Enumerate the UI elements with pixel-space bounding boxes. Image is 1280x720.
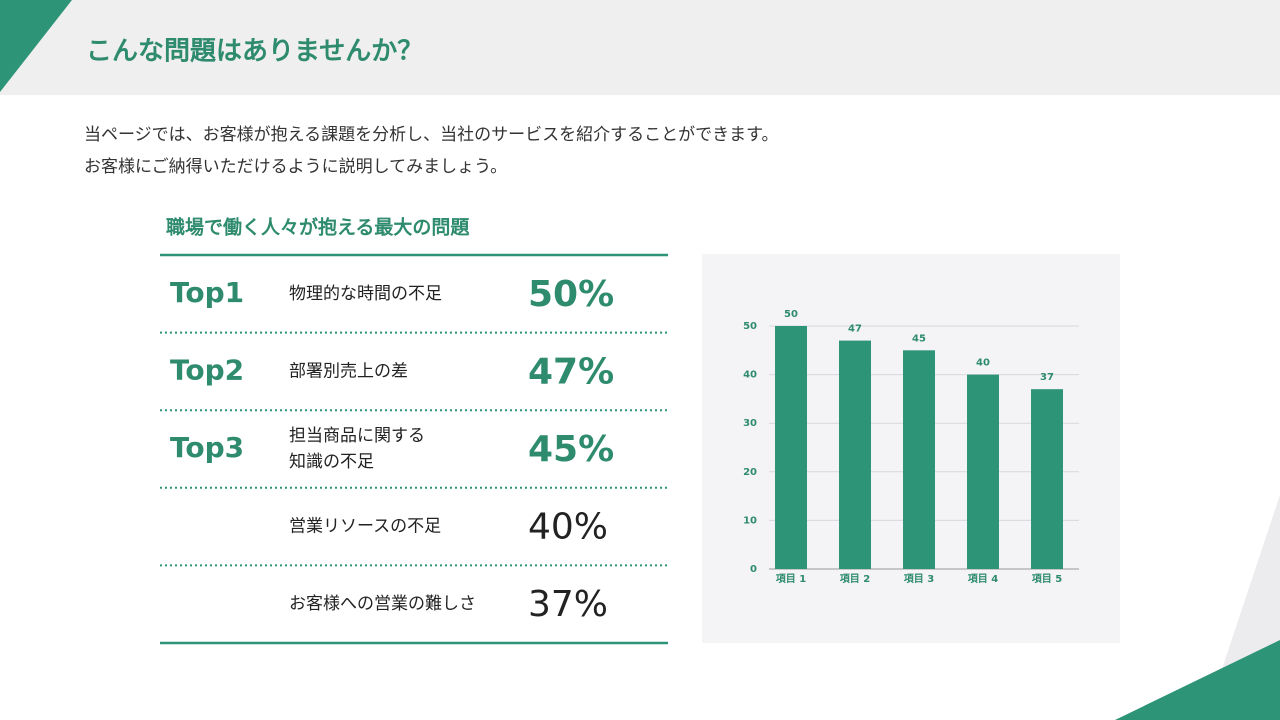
x-tick-label: 項目 3	[904, 573, 934, 585]
header-band	[0, 0, 1280, 95]
y-tick-label: 0	[750, 564, 757, 575]
value-label: 50	[784, 309, 798, 320]
bar	[1031, 389, 1063, 569]
y-tick-label: 30	[743, 418, 757, 429]
intro-text: お客様にご納得いただけるように説明してみましょう。	[84, 157, 508, 177]
y-tick-label: 40	[743, 370, 757, 381]
corner-deco	[1115, 640, 1280, 720]
table: Top1 物理的な時間の不足 50% Top2 部署別売上の差 47% Top3 担当商品に関…	[160, 253, 668, 645]
intro-text: 当ページでは、お客様が抱える課題を分析し、当社のサービスを紹介することができます…	[84, 125, 779, 145]
x-tick-label: 項目 5	[1032, 573, 1062, 585]
percent: 37%	[528, 584, 608, 625]
percent: 47%	[528, 351, 614, 392]
rank: Top2	[170, 353, 244, 386]
problem: 物理的な時間の不足	[289, 284, 442, 304]
value-label: 45	[912, 333, 926, 344]
x-tick-label: 項目 1	[776, 573, 806, 585]
value-label: 40	[976, 358, 990, 369]
percent: 45%	[528, 429, 614, 470]
chart: 0 10 20 30 40 50 項目 1 50 項目 2 47 項目 3 45 項目 4 40 項目 5 3…	[743, 309, 1079, 585]
rank: Top1	[170, 276, 244, 309]
bar	[839, 340, 871, 569]
problem: お客様への営業の難しさ	[289, 594, 476, 614]
bar	[967, 374, 999, 569]
value-label: 47	[848, 324, 862, 335]
x-tick-label: 項目 4	[968, 573, 998, 585]
bar	[903, 350, 935, 569]
problem: 部署別売上の差	[289, 361, 408, 381]
table-title: 職場で働く人々が抱える最大の問題	[166, 216, 470, 239]
y-tick-label: 50	[743, 321, 757, 332]
page-title: こんな問題はありませんか？	[86, 37, 423, 67]
problem: 営業リソースの不足	[289, 517, 441, 537]
value-label: 37	[1040, 372, 1054, 383]
problem: 担当商品に関する知識の不足	[289, 426, 425, 472]
x-tick-label: 項目 2	[840, 573, 870, 585]
corner-deco	[0, 0, 72, 92]
percent: 40%	[528, 507, 608, 548]
rank: Top3	[170, 431, 244, 464]
percent: 50%	[528, 274, 614, 315]
y-tick-label: 10	[743, 515, 757, 526]
y-tick-label: 20	[743, 467, 757, 478]
bar	[775, 326, 807, 569]
